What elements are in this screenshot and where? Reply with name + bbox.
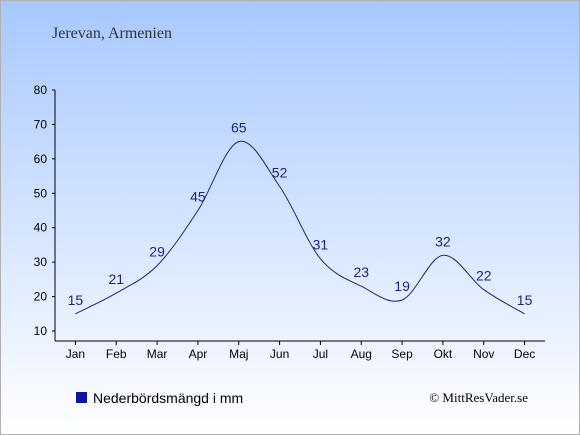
data-label: 22 bbox=[476, 268, 492, 284]
y-tick-label: 70 bbox=[34, 117, 48, 131]
data-label: 29 bbox=[149, 244, 165, 260]
x-tick-label: Maj bbox=[229, 347, 248, 361]
y-tick-label: 10 bbox=[34, 324, 48, 338]
x-tick-label: Dec bbox=[514, 347, 535, 361]
data-label: 65 bbox=[231, 120, 247, 136]
tick-labels: 10 20 30 40 50 60 70 80 Jan Feb Mar Apr Maj Jun Jul Aug… bbox=[34, 83, 536, 361]
x-tick-label: Jul bbox=[313, 347, 328, 361]
data-label: 21 bbox=[108, 271, 124, 287]
data-label: 19 bbox=[394, 278, 410, 294]
x-tick-label: Mar bbox=[147, 347, 168, 361]
x-tick-label: Sep bbox=[391, 347, 413, 361]
x-tick-label: Aug bbox=[351, 347, 372, 361]
x-tick-label: Apr bbox=[189, 347, 208, 361]
y-tick-label: 30 bbox=[34, 255, 48, 269]
y-tick-label: 50 bbox=[34, 186, 48, 200]
data-label: 15 bbox=[517, 292, 533, 308]
y-tick-label: 40 bbox=[34, 221, 48, 235]
data-label: 52 bbox=[272, 164, 288, 180]
series-line-precipitation bbox=[75, 140, 525, 315]
data-labels: 15 21 29 45 65 52 31 23 19 32 22 15 bbox=[68, 120, 533, 308]
legend-label: Nederbördsmängd i mm bbox=[93, 390, 243, 406]
x-tick-label: Nov bbox=[473, 347, 494, 361]
data-label: 23 bbox=[353, 264, 369, 280]
x-tick-label: Okt bbox=[434, 347, 453, 361]
chart-title: Jerevan, Armenien bbox=[52, 25, 172, 42]
y-tick-label: 20 bbox=[34, 290, 48, 304]
data-label: 15 bbox=[68, 292, 84, 308]
x-tick-label: Jan bbox=[66, 347, 85, 361]
legend-swatch bbox=[76, 392, 87, 403]
y-tick-label: 60 bbox=[34, 152, 48, 166]
data-label: 45 bbox=[190, 189, 206, 205]
x-tick-label: Feb bbox=[106, 347, 127, 361]
copyright-text: © MittResVader.se bbox=[429, 390, 528, 405]
data-label: 31 bbox=[313, 237, 329, 253]
y-tick-label: 80 bbox=[34, 83, 48, 97]
x-tick-label: Jun bbox=[270, 347, 289, 361]
data-label: 32 bbox=[435, 233, 451, 249]
axes bbox=[52, 89, 545, 345]
